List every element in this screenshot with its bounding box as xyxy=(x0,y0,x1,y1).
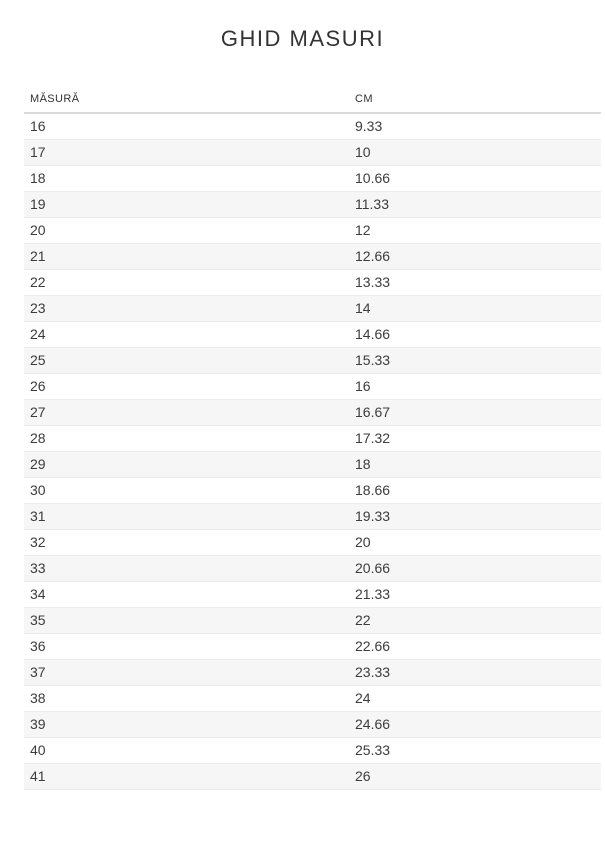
table-row: 29 18 xyxy=(24,451,601,478)
cm-cell: 14 xyxy=(349,295,601,322)
size-cell: 34 xyxy=(24,581,349,608)
cm-cell: 19.33 xyxy=(349,503,601,530)
cm-cell: 9.33 xyxy=(349,113,601,140)
size-cell: 18 xyxy=(24,165,349,192)
table-row: 19 11.33 xyxy=(24,191,601,218)
cm-cell: 24 xyxy=(349,685,601,712)
table-row: 17 10 xyxy=(24,139,601,166)
size-cell: 38 xyxy=(24,685,349,712)
size-cell: 25 xyxy=(24,347,349,374)
size-cell: 19 xyxy=(24,191,349,218)
table-header-row: MĂSURĂ CM xyxy=(24,93,601,114)
table-row: 31 19.33 xyxy=(24,503,601,530)
table-row: 32 20 xyxy=(24,529,601,556)
table-row: 33 20.66 xyxy=(24,555,601,582)
size-cell: 35 xyxy=(24,607,349,634)
cm-cell: 18 xyxy=(349,451,601,478)
table-row: 30 18.66 xyxy=(24,477,601,504)
size-cell: 31 xyxy=(24,503,349,530)
size-table-body: 16 9.33 17 10 18 10.66 19 11.33 20 12 21 12.66 22 13.… xyxy=(24,113,601,790)
size-cell: 24 xyxy=(24,321,349,348)
size-cell: 23 xyxy=(24,295,349,322)
cm-cell: 23.33 xyxy=(349,659,601,686)
size-cell: 37 xyxy=(24,659,349,686)
size-cell: 26 xyxy=(24,373,349,400)
size-cell: 28 xyxy=(24,425,349,452)
cm-cell: 21.33 xyxy=(349,581,601,608)
table-row: 28 17.32 xyxy=(24,425,601,452)
cm-cell: 18.66 xyxy=(349,477,601,504)
size-cell: 30 xyxy=(24,477,349,504)
cm-cell: 13.33 xyxy=(349,269,601,296)
table-row: 16 9.33 xyxy=(24,113,601,140)
table-row: 39 24.66 xyxy=(24,711,601,738)
cm-cell: 10.66 xyxy=(349,165,601,192)
table-row: 35 22 xyxy=(24,607,601,634)
cm-cell: 12.66 xyxy=(349,243,601,270)
table-row: 21 12.66 xyxy=(24,243,601,270)
size-cell: 27 xyxy=(24,399,349,426)
page-title: GHID MASURI xyxy=(220,26,385,51)
cm-cell: 24.66 xyxy=(349,711,601,738)
size-cell: 21 xyxy=(24,243,349,270)
size-cell: 29 xyxy=(24,451,349,478)
column-header-masura: MĂSURĂ xyxy=(24,93,349,114)
column-header-cm: CM xyxy=(349,93,601,114)
cm-cell: 25.33 xyxy=(349,737,601,764)
table-row: 24 14.66 xyxy=(24,321,601,348)
table-row: 38 24 xyxy=(24,685,601,712)
size-cell: 33 xyxy=(24,555,349,582)
size-cell: 22 xyxy=(24,269,349,296)
cm-cell: 15.33 xyxy=(349,347,601,374)
size-cell: 36 xyxy=(24,633,349,660)
size-cell: 41 xyxy=(24,763,349,790)
size-cell: 20 xyxy=(24,217,349,244)
table-row: 23 14 xyxy=(24,295,601,322)
size-cell: 39 xyxy=(24,711,349,738)
size-cell: 17 xyxy=(24,139,349,166)
cm-cell: 16.67 xyxy=(349,399,601,426)
table-row: 41 26 xyxy=(24,763,601,790)
cm-cell: 20.66 xyxy=(349,555,601,582)
cm-cell: 26 xyxy=(349,763,601,790)
size-cell: 40 xyxy=(24,737,349,764)
table-row: 20 12 xyxy=(24,217,601,244)
table-row: 27 16.67 xyxy=(24,399,601,426)
cm-cell: 17.32 xyxy=(349,425,601,452)
cm-cell: 11.33 xyxy=(349,191,601,218)
cm-cell: 14.66 xyxy=(349,321,601,348)
table-row: 40 25.33 xyxy=(24,737,601,764)
size-cell: 16 xyxy=(24,113,349,140)
table-row: 37 23.33 xyxy=(24,659,601,686)
table-row: 22 13.33 xyxy=(24,269,601,296)
table-row: 18 10.66 xyxy=(24,165,601,192)
size-cell: 32 xyxy=(24,529,349,556)
table-row: 36 22.66 xyxy=(24,633,601,660)
cm-cell: 22 xyxy=(349,607,601,634)
table-row: 26 16 xyxy=(24,373,601,400)
cm-cell: 20 xyxy=(349,529,601,556)
table-row: 25 15.33 xyxy=(24,347,601,374)
size-guide-table: MĂSURĂ CM 16 9.33 17 10 18 10.66 19 11.33 20 12 21… xyxy=(24,93,601,790)
cm-cell: 10 xyxy=(349,139,601,166)
cm-cell: 22.66 xyxy=(349,633,601,660)
cm-cell: 16 xyxy=(349,373,601,400)
table-row: 34 21.33 xyxy=(24,581,601,608)
cm-cell: 12 xyxy=(349,217,601,244)
